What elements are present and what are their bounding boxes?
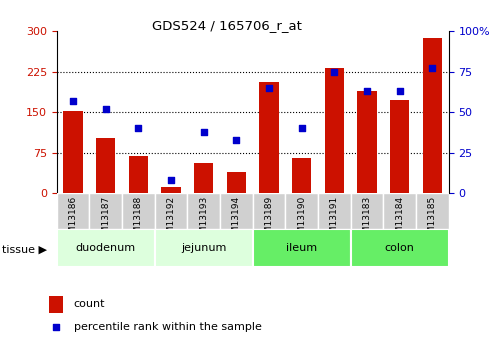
Point <box>232 137 240 142</box>
FancyBboxPatch shape <box>122 193 155 229</box>
Bar <box>259 82 279 193</box>
Text: GSM13190: GSM13190 <box>297 196 306 245</box>
Bar <box>292 158 312 193</box>
Point <box>330 69 338 74</box>
FancyBboxPatch shape <box>351 229 449 267</box>
Point <box>135 126 142 131</box>
FancyBboxPatch shape <box>220 193 252 229</box>
Bar <box>48 296 63 313</box>
Point <box>298 126 306 131</box>
Text: tissue ▶: tissue ▶ <box>2 245 47 255</box>
Text: GSM13188: GSM13188 <box>134 196 143 245</box>
FancyBboxPatch shape <box>351 193 383 229</box>
Text: GSM13187: GSM13187 <box>101 196 110 245</box>
FancyBboxPatch shape <box>285 193 318 229</box>
Text: jejunum: jejunum <box>181 244 226 253</box>
FancyBboxPatch shape <box>383 193 416 229</box>
Text: GSM13189: GSM13189 <box>264 196 274 245</box>
FancyBboxPatch shape <box>318 193 351 229</box>
Text: GSM13186: GSM13186 <box>69 196 77 245</box>
FancyBboxPatch shape <box>155 229 252 267</box>
Bar <box>357 90 377 193</box>
FancyBboxPatch shape <box>252 193 285 229</box>
Bar <box>324 68 344 193</box>
Point <box>52 325 60 330</box>
Point <box>363 88 371 94</box>
FancyBboxPatch shape <box>89 193 122 229</box>
Text: colon: colon <box>385 244 415 253</box>
Point <box>265 85 273 91</box>
Bar <box>161 187 181 193</box>
Text: GSM13185: GSM13185 <box>428 196 437 245</box>
Text: duodenum: duodenum <box>75 244 136 253</box>
Bar <box>96 138 115 193</box>
Text: count: count <box>73 299 105 309</box>
Point <box>428 66 436 71</box>
Text: GSM13194: GSM13194 <box>232 196 241 245</box>
Text: ileum: ileum <box>286 244 317 253</box>
FancyBboxPatch shape <box>57 193 89 229</box>
FancyBboxPatch shape <box>155 193 187 229</box>
Bar <box>226 171 246 193</box>
Text: GDS524 / 165706_r_at: GDS524 / 165706_r_at <box>152 19 302 32</box>
Bar <box>129 156 148 193</box>
Point <box>167 177 175 183</box>
Bar <box>63 111 83 193</box>
Text: GSM13183: GSM13183 <box>362 196 372 245</box>
Point <box>102 106 109 112</box>
Point <box>69 98 77 104</box>
Text: GSM13184: GSM13184 <box>395 196 404 245</box>
Text: GSM13193: GSM13193 <box>199 196 208 245</box>
Text: GSM13191: GSM13191 <box>330 196 339 245</box>
FancyBboxPatch shape <box>252 229 351 267</box>
FancyBboxPatch shape <box>416 193 449 229</box>
Bar <box>423 38 442 193</box>
Text: GSM13192: GSM13192 <box>167 196 176 245</box>
FancyBboxPatch shape <box>57 229 155 267</box>
Bar <box>194 164 213 193</box>
Bar <box>390 100 409 193</box>
Point <box>396 88 404 94</box>
FancyBboxPatch shape <box>187 193 220 229</box>
Text: percentile rank within the sample: percentile rank within the sample <box>73 323 262 333</box>
Point <box>200 129 208 134</box>
